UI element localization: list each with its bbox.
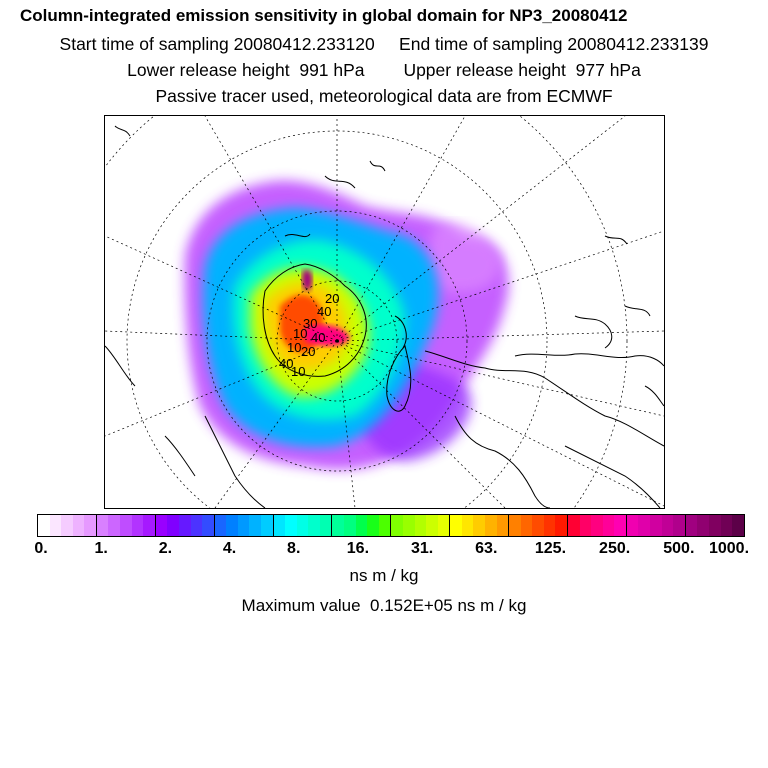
plot-title: Column-integrated emission sensitivity i… <box>20 6 628 25</box>
colorbar-segment <box>108 515 121 536</box>
colorbar-segment <box>131 515 144 536</box>
colorbar-tick-label: 1. <box>94 540 108 557</box>
colorbar-tick-label: 31. <box>410 540 434 557</box>
sensitivity-map: 20 40 30 10 40 10 20 40 10 <box>104 115 665 509</box>
colorbar-tick-label: 16. <box>346 540 370 557</box>
colorbar-segment <box>532 515 544 536</box>
colorbar-tick-label: 8. <box>287 540 301 557</box>
colorbar-segment <box>484 515 497 536</box>
contour-labels: 20 40 30 10 40 10 20 40 10 <box>279 291 339 379</box>
colorbar-segment <box>509 515 521 536</box>
colorbar-segment <box>555 515 569 536</box>
contour-label: 40 <box>279 356 293 371</box>
contour-label: 10 <box>287 340 301 355</box>
colorbar-segment <box>84 515 97 536</box>
contour-label: 20 <box>325 291 339 306</box>
colorbar-segment <box>579 515 592 536</box>
coastlines <box>105 125 664 508</box>
colorbar-segment <box>178 515 191 536</box>
colorbar-segment <box>650 515 662 536</box>
colorbar-segment <box>673 515 686 536</box>
colorbar-segment <box>437 515 451 536</box>
colorbar-segment <box>496 515 510 536</box>
colorbar-units: ns m / kg <box>349 566 419 585</box>
colorbar-segment <box>72 515 85 536</box>
colorbar-segment <box>732 515 744 536</box>
colorbar-tick-label: 250. <box>599 540 631 557</box>
colorbar <box>37 514 745 537</box>
colorbar-segment <box>38 515 50 536</box>
colorbar-tick-label: 63. <box>475 540 498 557</box>
colorbar-segment <box>344 515 356 536</box>
colorbar-segment <box>214 515 227 536</box>
colorbar-segment <box>602 515 615 536</box>
colorbar-segment <box>626 515 639 536</box>
colorbar-segment <box>332 515 345 536</box>
contour-label: 20 <box>301 344 315 359</box>
colorbar-segment <box>708 515 721 536</box>
colorbar-tick-label: 500. <box>663 540 695 557</box>
release-height-line: Lower release height 991 hPa Upper relea… <box>127 60 641 80</box>
colorbar-segment <box>391 515 403 536</box>
colorbar-segment <box>720 515 733 536</box>
colorbar-segment <box>296 515 309 536</box>
colorbar-segment <box>520 515 533 536</box>
colorbar-segment <box>685 515 698 536</box>
contour-label: 30 <box>303 316 317 331</box>
colorbar-segment <box>49 515 62 536</box>
colorbar-segment <box>96 515 109 536</box>
colorbar-segment <box>402 515 415 536</box>
colorbar-tick-label: 2. <box>158 540 173 557</box>
colorbar-segment <box>473 515 485 536</box>
colorbar-segment <box>697 515 709 536</box>
contour-label: 10 <box>293 326 307 341</box>
colorbar-segment <box>638 515 651 536</box>
colorbar-segment <box>614 515 627 536</box>
colorbar-segment <box>568 515 580 536</box>
colorbar-tick-label: 1000. <box>708 540 750 557</box>
contour-label: 40 <box>311 330 325 345</box>
colorbar-tick-label: 125. <box>534 540 567 557</box>
colorbar-segment <box>450 515 462 536</box>
tracer-info-line: Passive tracer used, meteorological data… <box>155 86 613 106</box>
colorbar-segment <box>285 515 297 536</box>
colorbar-segment <box>591 515 603 536</box>
colorbar-segment <box>190 515 203 536</box>
colorbar-segment <box>308 515 320 536</box>
colorbar-segment <box>661 515 674 536</box>
colorbar-segment <box>120 515 132 536</box>
colorbar-tick-label: 0. <box>34 540 48 557</box>
contour-label: 40 <box>317 304 331 319</box>
colorbar-segment <box>319 515 333 536</box>
colorbar-segment <box>426 515 438 536</box>
map-svg: 20 40 30 10 40 10 20 40 10 <box>105 116 664 508</box>
colorbar-segment <box>260 515 274 536</box>
colorbar-segment <box>143 515 156 536</box>
colorbar-segment <box>273 515 286 536</box>
colorbar-segment <box>155 515 168 536</box>
colorbar-segment <box>355 515 368 536</box>
colorbar-segment <box>414 515 427 536</box>
colorbar-segment <box>226 515 238 536</box>
colorbar-segment <box>61 515 73 536</box>
maximum-value-label: Maximum value 0.152E+05 ns m / kg <box>241 596 527 615</box>
colorbar-segment <box>543 515 556 536</box>
colorbar-tick-label: 4. <box>222 540 237 557</box>
contour-label: 10 <box>291 364 305 379</box>
plume-field <box>184 180 509 470</box>
colorbar-segment <box>378 515 392 536</box>
colorbar-segment <box>367 515 379 536</box>
colorbar-segment <box>202 515 215 536</box>
sampling-time-line: Start time of sampling 20080412.233120 E… <box>59 34 709 54</box>
colorbar-segment <box>461 515 474 536</box>
colorbar-segment <box>167 515 179 536</box>
colorbar-segment <box>249 515 261 536</box>
colorbar-segment <box>237 515 250 536</box>
